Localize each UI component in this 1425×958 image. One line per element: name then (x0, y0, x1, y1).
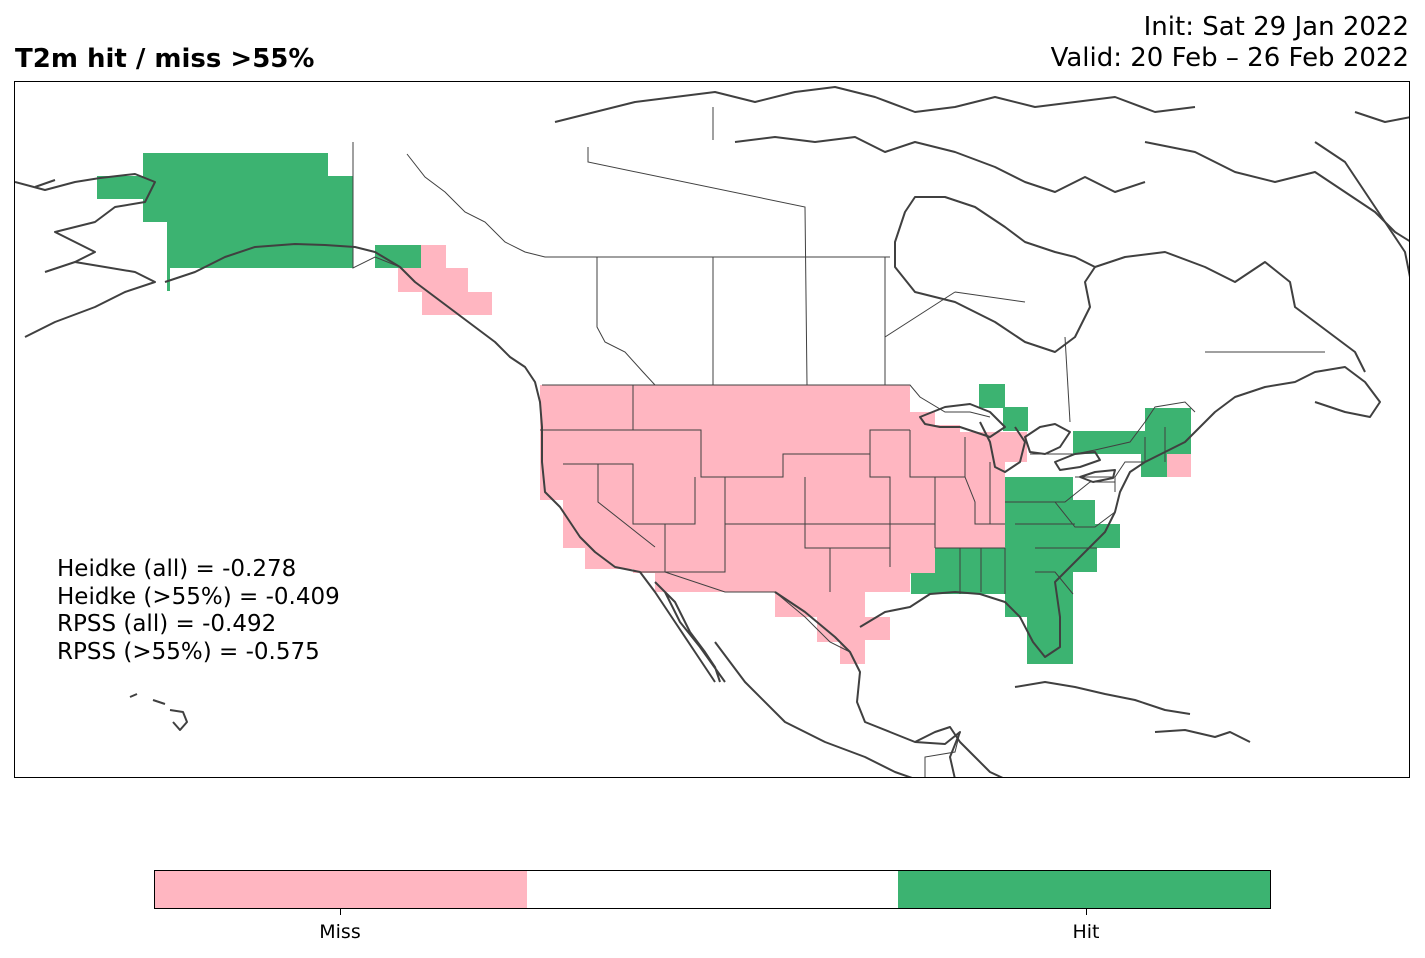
north-america-map (15, 86, 1409, 777)
colorbar-miss-segment (155, 871, 527, 908)
colorbar (154, 870, 1271, 909)
score-box: Heidke (all) = -0.278 Heidke (>55%) = -0… (57, 556, 340, 666)
colorbar-neutral-segment (526, 871, 899, 908)
colorbar-hit-segment (898, 871, 1271, 908)
date-info: Init: Sat 29 Jan 2022 Valid: 20 Feb – 26… (1051, 12, 1409, 74)
score-heidke-55: Heidke (>55%) = -0.409 (57, 583, 340, 610)
valid-date: Valid: 20 Feb – 26 Feb 2022 (1050, 43, 1409, 73)
score-rpss-55: RPSS (>55%) = -0.575 (57, 638, 320, 665)
colorbar-tick-hit (1086, 909, 1087, 915)
score-rpss-all: RPSS (all) = -0.492 (57, 611, 277, 637)
colorbar-tick-miss (340, 909, 341, 915)
map-title: T2m hit / miss >55% (15, 44, 315, 74)
init-date: Init: Sat 29 Jan 2022 (1143, 12, 1409, 42)
colorbar-label-hit: Hit (1072, 921, 1100, 943)
map-panel (14, 81, 1410, 778)
political-borders (352, 107, 1325, 777)
score-heidke-all: Heidke (all) = -0.278 (57, 556, 297, 582)
colorbar-label-miss: Miss (319, 921, 361, 943)
